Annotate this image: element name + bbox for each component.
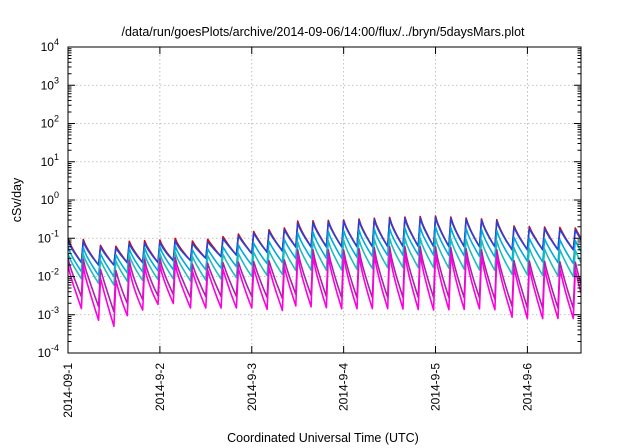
- y-tick-label: 10-2: [38, 267, 59, 284]
- x-tick-label: 2014-9-6: [520, 363, 534, 411]
- x-tick-label: 2014-9-3: [245, 363, 259, 411]
- x-tick-labels: 2014-09-1 2014-9-2 2014-9-3 2014-9-4 2014-9-…: [61, 363, 534, 418]
- y-tick-labels: 10-4 10-3 10-2 10-1 100 101 102 103 104: [38, 37, 59, 360]
- x-tick-label: 2014-9-5: [429, 363, 443, 411]
- y-axis-label: cSv/day: [10, 177, 24, 222]
- x-tick-label: 2014-9-4: [337, 363, 351, 411]
- y-tick-label: 103: [41, 75, 59, 92]
- y-tick-label: 101: [41, 152, 59, 169]
- x-tick-label: 2014-9-2: [153, 363, 167, 411]
- x-tick-label: 2014-09-1: [61, 363, 75, 418]
- series-line: [68, 237, 581, 286]
- ticks: [67, 46, 581, 354]
- grid: [68, 47, 581, 353]
- y-tick-label: 10-4: [38, 343, 59, 360]
- series-line: [68, 252, 581, 328]
- x-axis-label: Coordinated Universal Time (UTC): [227, 431, 419, 445]
- y-tick-label: 102: [41, 114, 59, 131]
- y-tick-label: 10-3: [38, 305, 59, 322]
- y-tick-label: 104: [41, 37, 59, 54]
- y-tick-label: 100: [41, 190, 59, 207]
- y-tick-label: 10-1: [38, 228, 59, 245]
- chart-title: /data/run/goesPlots/archive/2014-09-06/1…: [121, 25, 525, 39]
- series-group: [68, 215, 581, 328]
